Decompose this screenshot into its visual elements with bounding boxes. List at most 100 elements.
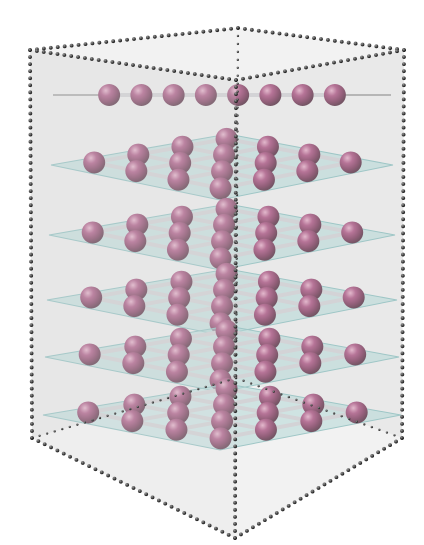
edge-dot	[29, 266, 34, 271]
edge-dot	[220, 529, 225, 534]
atom	[211, 230, 234, 253]
edge-dot	[30, 421, 34, 426]
hidden-edge-dot	[235, 321, 238, 324]
edge-dot	[29, 379, 34, 384]
hidden-edge-dot	[159, 399, 162, 402]
box-edge-dots	[28, 26, 406, 540]
edge-dot	[400, 287, 405, 292]
edge-dot	[156, 498, 161, 503]
atomic-layer	[50, 127, 394, 201]
atom	[211, 160, 234, 183]
edge-dot	[353, 41, 358, 46]
edge-dot	[28, 175, 33, 179]
hidden-edge-dot	[234, 352, 238, 356]
hidden-edge-dot	[236, 130, 239, 133]
edge-dot	[68, 454, 72, 459]
edge-dot	[346, 468, 351, 473]
edge-dot	[29, 316, 34, 320]
edge-dot	[55, 45, 60, 49]
edge-dot	[124, 62, 129, 66]
hidden-edge-dot	[189, 390, 192, 393]
edge-dot	[382, 446, 387, 451]
atom	[162, 84, 185, 106]
hidden-edge-dot	[234, 376, 238, 380]
hidden-edge-dot	[325, 409, 328, 412]
hidden-edge-dot	[76, 423, 79, 426]
edge-dot	[328, 478, 333, 483]
edge-dot	[401, 118, 406, 123]
atom	[227, 84, 250, 106]
edge-dot	[233, 275, 238, 280]
edge-dot	[233, 536, 237, 540]
edge-dot	[158, 67, 163, 71]
atom	[254, 151, 277, 174]
atom	[165, 360, 188, 383]
box-front-faces	[30, 50, 404, 538]
atom	[300, 410, 323, 433]
edge-dot	[401, 175, 406, 179]
edge-dot	[401, 238, 405, 243]
hidden-edge-dot	[236, 146, 239, 149]
edge-dot	[381, 51, 385, 56]
hidden-edge-dot	[235, 201, 239, 205]
edge-dot	[304, 65, 308, 70]
hidden-edge-dot	[236, 106, 239, 109]
edge-dot	[29, 273, 34, 278]
edge-dot	[401, 160, 406, 165]
edge-dot	[312, 36, 316, 40]
edge-dot	[48, 51, 53, 55]
edge-dot	[364, 457, 369, 462]
atom	[253, 238, 276, 261]
edge-dot	[297, 66, 301, 71]
edge-dot	[233, 395, 238, 399]
atom	[98, 84, 121, 106]
edge-dot	[268, 514, 273, 519]
hidden-edge-dot	[363, 423, 366, 426]
atom	[169, 385, 192, 408]
edge-dot	[28, 48, 32, 52]
atom	[299, 213, 322, 236]
hidden-edge-dot	[400, 436, 404, 440]
edge-dot	[401, 69, 406, 74]
hidden-edge-dot	[113, 412, 117, 415]
edge-dot	[332, 38, 337, 43]
edge-dot	[233, 331, 238, 336]
edge-dot	[29, 407, 34, 412]
hidden-edge-dot	[235, 249, 238, 252]
hidden-edge-dot	[236, 114, 239, 117]
hidden-edge-dot	[166, 396, 170, 400]
edge-dot	[400, 429, 404, 433]
edge-dot	[214, 526, 218, 531]
edge-dot	[402, 48, 406, 52]
atom	[126, 213, 149, 236]
edge-dot	[233, 514, 237, 519]
atom	[213, 213, 236, 236]
edge-dot	[76, 42, 81, 47]
edge-dot	[29, 330, 34, 335]
edge-dot	[233, 458, 238, 463]
atomic-layer	[42, 377, 402, 451]
hidden-edge-dot	[235, 193, 239, 197]
atom	[83, 151, 106, 174]
atom	[253, 303, 276, 326]
edge-dot	[222, 27, 227, 32]
edge-dot	[106, 473, 111, 478]
edge-dot	[334, 475, 339, 480]
hidden-edge-dot	[235, 265, 238, 268]
atom	[213, 335, 236, 358]
hidden-edge-dot	[106, 414, 109, 417]
edge-dot	[194, 30, 199, 35]
edge-dot	[226, 532, 231, 537]
edge-dot	[29, 372, 34, 377]
atom	[258, 327, 281, 350]
atom	[167, 401, 190, 424]
edge-dot	[29, 252, 33, 257]
edge-dot	[103, 59, 108, 63]
edge-dot	[233, 204, 238, 209]
hidden-edge-dot	[235, 185, 239, 189]
hidden-edge-dot	[280, 393, 283, 396]
hidden-edge-dot	[136, 405, 139, 409]
edge-dot	[401, 97, 406, 102]
edge-dot	[400, 365, 405, 370]
edge-dot	[233, 430, 238, 435]
